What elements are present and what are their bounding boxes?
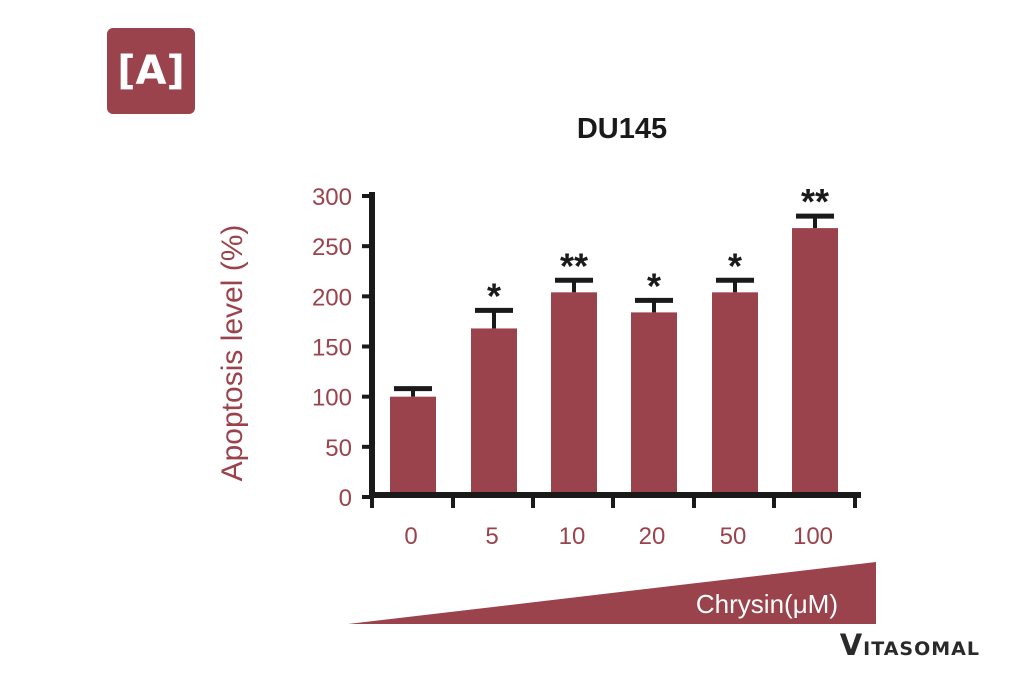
concentration-gradient-wedge — [348, 562, 876, 624]
significance-marker: ** — [560, 245, 588, 286]
brand-logo-initial: V — [839, 628, 864, 662]
x-tick-label: 5 — [485, 523, 498, 550]
significance-marker: ** — [801, 181, 829, 222]
y-axis-ticks: 0 50 100 150 200 250 300 — [312, 184, 372, 512]
y-tick-label: 100 — [312, 385, 352, 412]
x-tick-label: 50 — [720, 523, 747, 550]
x-tick-label: 0 — [404, 523, 417, 550]
significance-markers: *** * *** — [487, 181, 829, 316]
brand-logo-rest: ITASOMAL — [863, 638, 980, 660]
bars — [390, 228, 838, 497]
x-tick-label: 20 — [639, 523, 666, 550]
x-axis-label: Chrysin(μM) — [696, 589, 838, 619]
bar — [471, 328, 517, 497]
bar — [792, 228, 838, 497]
y-tick-label: 300 — [312, 184, 352, 211]
y-axis-label: Apoptosis level (%) — [216, 225, 249, 482]
significance-marker: * — [647, 265, 661, 306]
panel-label-badge: [A] — [107, 28, 195, 114]
significance-marker: * — [728, 245, 742, 286]
bar — [631, 312, 677, 497]
x-tick-label: 100 — [793, 523, 833, 550]
bar — [551, 292, 597, 497]
y-tick-label: 50 — [325, 435, 352, 462]
bar — [390, 396, 436, 497]
x-tick-label: 10 — [559, 523, 586, 550]
chart-title: DU145 — [577, 113, 667, 145]
brand-logo: VITASOMAL — [840, 628, 980, 662]
error-bars — [394, 213, 834, 397]
y-tick-label: 250 — [312, 234, 352, 261]
y-tick-label: 0 — [339, 485, 352, 512]
bar — [712, 292, 758, 497]
x-axis-ticks: 0 5 10 20 50 100 — [370, 495, 857, 550]
y-tick-label: 200 — [312, 284, 352, 311]
y-tick-label: 150 — [312, 335, 352, 362]
significance-marker: * — [487, 275, 501, 316]
